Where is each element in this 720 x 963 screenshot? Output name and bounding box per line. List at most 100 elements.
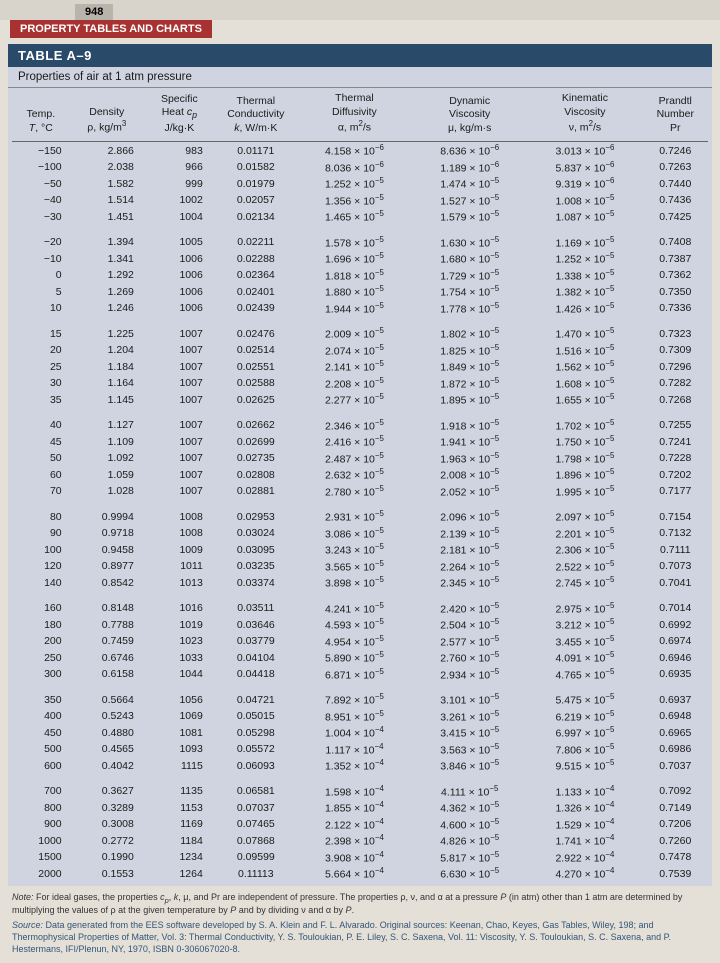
table-cell: 9.319 × 10−6 [527,175,642,192]
table-cell: 0.7073 [643,558,708,575]
table-row: 251.18410070.025512.141 × 10−51.849 × 10… [12,358,708,375]
table-cell: −20 [12,225,70,251]
table-cell: 3.898 × 10−5 [297,574,412,591]
table-cell: 900 [12,816,70,833]
table-cell: 0.7459 [70,633,144,650]
table-cell: 0.7260 [643,832,708,849]
table-cell: 1004 [144,208,215,225]
table-cell: 3.563 × 10−5 [412,741,527,758]
table-cell: 0.02401 [215,283,297,300]
table-cell: 0.7037 [643,757,708,774]
table-cell: 4.241 × 10−5 [297,591,412,617]
table-cell: 0.7014 [643,591,708,617]
table-cell: 0.7296 [643,358,708,375]
table-cell: 3.415 × 10−5 [412,724,527,741]
table-cell: 0.4565 [70,741,144,758]
table-cell: 6.630 × 10−5 [412,865,527,882]
page-number: 948 [75,4,113,20]
table-cell: 2.577 × 10−5 [412,633,527,650]
table-row: 20000.155312640.111135.664 × 10−46.630 ×… [12,865,708,882]
table-cell: 80 [12,499,70,525]
properties-table: Temp.T, °CDensityρ, kg/m3SpecificHeat cp… [12,88,708,882]
table-cell: 1.356 × 10−5 [297,192,412,209]
table-cell: 1184 [144,832,215,849]
table-cell: 0.2772 [70,832,144,849]
table-cell: 1016 [144,591,215,617]
table-cell: 5.664 × 10−4 [297,865,412,882]
table-cell: 1.941 × 10−5 [412,433,527,450]
table-cell: 0.05298 [215,724,297,741]
table-cell: 0.7539 [643,865,708,882]
table-cell: 0.7408 [643,225,708,251]
table-row: 401.12710070.026622.346 × 10−51.918 × 10… [12,408,708,434]
table-cell: 2.398 × 10−4 [297,832,412,849]
table-row: 51.26910060.024011.880 × 10−51.754 × 10−… [12,283,708,300]
table-cell: 2.504 × 10−5 [412,616,527,633]
table-cell: 2.632 × 10−5 [297,466,412,483]
table-cell: 2.122 × 10−4 [297,816,412,833]
table-cell: 0.8977 [70,558,144,575]
table-cell: 2.208 × 10−5 [297,375,412,392]
table-cell: 1.880 × 10−5 [297,283,412,300]
table-cell: 0.02288 [215,250,297,267]
table-row: 601.05910070.028082.632 × 10−52.008 × 10… [12,466,708,483]
table-cell: 0.6746 [70,649,144,666]
table-cell: 1.109 [70,433,144,450]
table-cell: −30 [12,208,70,225]
table-cell: 100 [12,541,70,558]
table-cell: 1007 [144,375,215,392]
table-cell: 250 [12,649,70,666]
table-cell: 2.074 × 10−5 [297,342,412,359]
table-cell: 0.6965 [643,724,708,741]
table-cell: 1.562 × 10−5 [527,358,642,375]
table-row: 1800.778810190.036464.593 × 10−52.504 × … [12,616,708,633]
table-cell: 5.475 × 10−5 [527,682,642,708]
table-cell: 1.778 × 10−5 [412,300,527,317]
table-cell: 0.03024 [215,525,297,542]
table-row: 701.02810070.028812.780 × 10−52.052 × 10… [12,483,708,500]
table-cell: 0.7177 [643,483,708,500]
table-cell: 0.3627 [70,774,144,800]
table-cell: 0.7041 [643,574,708,591]
table-row: 800.999410080.029532.931 × 10−52.096 × 1… [12,499,708,525]
table-cell: 0.9718 [70,525,144,542]
table-cell: 2.277 × 10−5 [297,391,412,408]
table-cell: −10 [12,250,70,267]
column-header: Temp.T, °C [12,88,70,142]
table-cell: 1007 [144,316,215,342]
table-cell: 2000 [12,865,70,882]
table-cell: 0.7282 [643,375,708,392]
table-cell: 0.02881 [215,483,297,500]
table-cell: 1.008 × 10−5 [527,192,642,209]
table-cell: 1005 [144,225,215,251]
table-cell: 0.7436 [643,192,708,209]
table-row: −1502.8669830.011714.158 × 10−68.636 × 1… [12,142,708,159]
table-cell: 0.7228 [643,450,708,467]
table-cell: 2.780 × 10−5 [297,483,412,500]
table-cell: 3.243 × 10−5 [297,541,412,558]
table-cell: 4.270 × 10−4 [527,865,642,882]
table-cell: 2.866 [70,142,144,159]
table-cell: 1.729 × 10−5 [412,267,527,284]
table-cell: 1.292 [70,267,144,284]
table-cell: 2.975 × 10−5 [527,591,642,617]
column-header: DynamicViscosityμ, kg/m·s [412,88,527,142]
table-cell: 0.6935 [643,666,708,683]
table-cell: 2.760 × 10−5 [412,649,527,666]
table-cell: 1153 [144,799,215,816]
table-row: −501.5829990.019791.252 × 10−51.474 × 10… [12,175,708,192]
table-cell: 0.02953 [215,499,297,525]
table-cell: 8.951 × 10−5 [297,708,412,725]
table-cell: 1.750 × 10−5 [527,433,642,450]
table-cell: 2.416 × 10−5 [297,433,412,450]
note-text: Note: For ideal gases, the properties cp… [12,892,708,917]
table-cell: 1.426 × 10−5 [527,300,642,317]
table-cell: 983 [144,142,215,159]
table-row: 2500.674610330.041045.890 × 10−52.760 × … [12,649,708,666]
table-cell: 1.269 [70,283,144,300]
table-cell: 1.117 × 10−4 [297,741,412,758]
table-cell: 0.9458 [70,541,144,558]
table-cell: 1.802 × 10−5 [412,316,527,342]
table-row: 1200.897710110.032353.565 × 10−52.264 × … [12,558,708,575]
table-cell: 35 [12,391,70,408]
